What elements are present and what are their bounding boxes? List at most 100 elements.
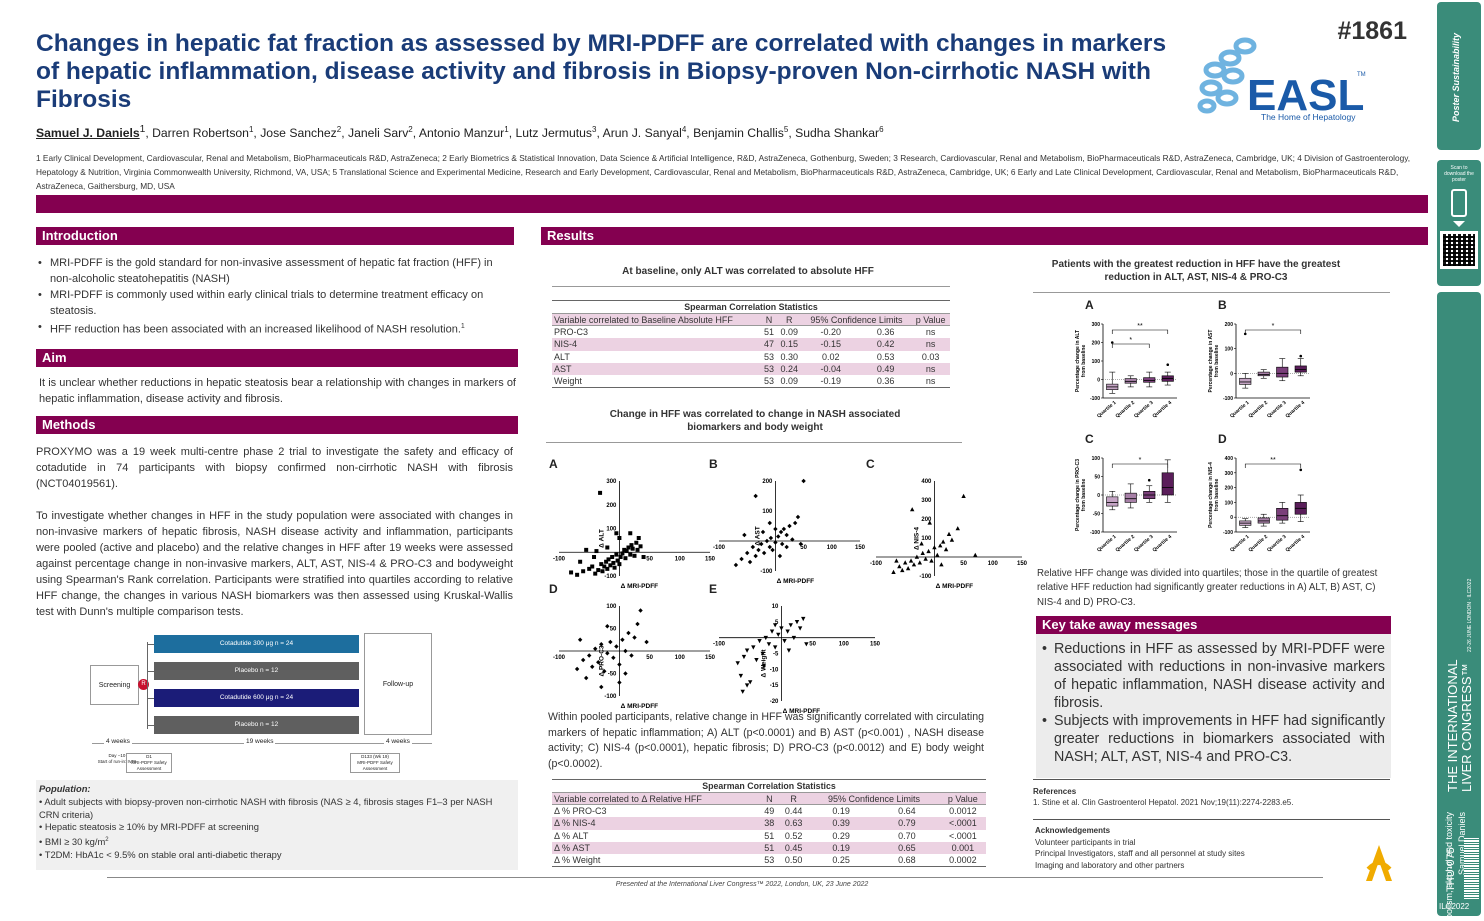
- data-point: [742, 532, 747, 538]
- data-point: [914, 554, 920, 559]
- panel-letter: D: [1218, 432, 1227, 446]
- data-point: [946, 531, 952, 536]
- x-tick-label: 150: [855, 545, 866, 551]
- x-tick-label: 100: [675, 655, 686, 661]
- data-point: [741, 654, 747, 660]
- data-point: [628, 552, 633, 557]
- reference-item: 1. Stine et al. Clin Gastroenterol Hepat…: [1033, 798, 1294, 807]
- box: [1161, 472, 1174, 496]
- screening-box: Screening: [90, 665, 139, 705]
- outlier: [1299, 468, 1303, 472]
- data-point: [761, 550, 767, 556]
- data-point: [798, 541, 803, 547]
- data-point: [569, 570, 574, 575]
- table-row: PRO-C3 51 0.09 -0.20 0.36 ns: [554, 327, 936, 338]
- data-point: [634, 540, 639, 545]
- qr-code[interactable]: [1440, 231, 1478, 269]
- data-point: [618, 555, 623, 559]
- panel-letter: C: [1085, 432, 1094, 446]
- data-point: [599, 642, 604, 647]
- svg-text:from baseline: from baseline: [1081, 479, 1087, 512]
- x-tick-label: 100: [827, 545, 838, 551]
- box: [1143, 377, 1156, 383]
- data-point: [617, 662, 622, 667]
- data-point: [905, 566, 911, 571]
- data-point: [632, 553, 637, 558]
- intro-bullets: MRI-PDFF is the gold standard for non-in…: [36, 255, 512, 338]
- population-box: Population: • Adult subjects with biopsy…: [36, 780, 518, 870]
- data-point: [785, 629, 790, 634]
- data-point: [635, 621, 640, 627]
- data-point: [772, 645, 778, 650]
- data-point: [932, 545, 937, 550]
- y-tick-label: 300: [1225, 471, 1234, 477]
- data-point: [744, 683, 750, 688]
- data-point: [641, 555, 646, 559]
- data-point: [577, 637, 583, 642]
- table-row: Weight 53 0.09 -0.19 0.36 ns: [552, 375, 950, 389]
- y-tick-label: 200: [762, 479, 773, 485]
- box: [1124, 378, 1137, 384]
- easl-tagline: The Home of Hepatology: [1261, 112, 1356, 122]
- y-tick-label: -50: [608, 672, 617, 678]
- y-tick-label: 300: [921, 498, 932, 504]
- y-tick-label: 100: [1092, 456, 1101, 462]
- x-axis-label: Δ MRI-PDFF: [621, 703, 659, 710]
- data-point: [598, 490, 603, 495]
- y-tick-label: 100: [606, 604, 617, 610]
- y-tick-label: 0: [1097, 378, 1100, 384]
- data-point: [580, 657, 586, 663]
- y-axis-label: Percentage change in PRO-C3: [1075, 459, 1081, 531]
- box-plot-d: 400 300 200 100 0 -100 Percentage change in NI…: [1208, 456, 1310, 554]
- data-point: [593, 571, 598, 576]
- y-tick-label: -100: [760, 569, 773, 575]
- x-tick-label: 100: [675, 556, 686, 562]
- y-axis-label: Δ AST: [754, 526, 761, 546]
- x-tick-label: 150: [705, 655, 716, 661]
- data-point: [773, 540, 778, 545]
- data-point: [599, 562, 604, 567]
- data-point: [790, 537, 795, 542]
- table-row: Δ % AST 51 0.45 0.19 0.65 0.001: [552, 842, 986, 855]
- x-tick-label: -100: [713, 545, 726, 551]
- x-tick-label: Quartile 4: [1285, 400, 1307, 420]
- x-tick-label: -100: [553, 655, 566, 661]
- data-point: [581, 569, 586, 574]
- data-point: [777, 553, 783, 559]
- x-tick-label: 150: [705, 556, 716, 562]
- author: Arun J. Sanyal: [602, 126, 682, 141]
- data-point: [748, 680, 753, 685]
- data-point: [747, 559, 753, 565]
- methods-paragraph-1: PROXYMO was a 19 week multi-centre phase…: [36, 446, 513, 490]
- x-tick-label: Quartile 2: [1248, 534, 1270, 554]
- svg-text:from baseline: from baseline: [1214, 345, 1220, 378]
- x-tick-label: Quartile 3: [1266, 534, 1288, 554]
- scan-download-tab[interactable]: Scan to download the poster: [1437, 160, 1481, 286]
- population-heading: Population:: [39, 783, 91, 794]
- data-point: [744, 648, 750, 653]
- data-point: [768, 535, 774, 541]
- box: [1239, 377, 1252, 385]
- data-point: [644, 639, 649, 645]
- data-point: [791, 635, 797, 641]
- y-tick-label: -100: [1090, 530, 1100, 536]
- aim-text: It is unclear whether reductions in hepa…: [39, 377, 516, 405]
- data-point: [605, 651, 610, 656]
- data-point: [938, 543, 943, 548]
- data-point: [766, 642, 772, 647]
- author: Janeli Sarv: [348, 126, 409, 141]
- y-tick-label: -20: [770, 699, 779, 705]
- table-row: NIS-4 47 0.15 -0.15 0.42 ns: [552, 338, 950, 351]
- x-tick-label: Quartile 4: [1152, 534, 1174, 554]
- data-point: [617, 536, 622, 540]
- study-design-diagram: Screening R Cotadutide 300 μg n = 24 Plac…: [84, 633, 434, 778]
- data-point: [903, 560, 908, 565]
- box-plot-c: 100 50 0 -50 -100 Percentage change in PRO-C3…: [1075, 456, 1177, 554]
- data-point: [578, 559, 583, 564]
- data-point: [623, 671, 628, 676]
- sustainability-tab[interactable]: Poster Sustainability: [1437, 2, 1481, 150]
- x-tick-label: 50: [800, 545, 807, 551]
- y-tick-label: -100: [919, 574, 932, 580]
- data-point: [754, 658, 759, 663]
- svg-text:from baseline: from baseline: [1081, 345, 1087, 378]
